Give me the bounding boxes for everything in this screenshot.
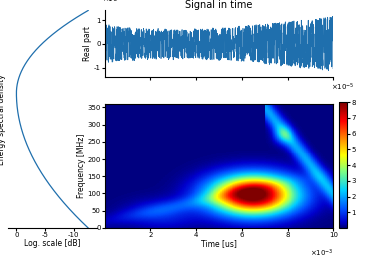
Y-axis label: Real part: Real part bbox=[83, 26, 92, 61]
Text: $\times 10^{-5}$: $\times 10^{-5}$ bbox=[331, 82, 355, 93]
Text: $\times 10^{-3}$: $\times 10^{-3}$ bbox=[103, 0, 126, 5]
Title: Signal in time: Signal in time bbox=[185, 0, 253, 10]
Y-axis label: Energy spectral density: Energy spectral density bbox=[0, 74, 6, 165]
Text: $\times 10^{-3}$: $\times 10^{-3}$ bbox=[310, 248, 333, 259]
X-axis label: Log. scale [dB]: Log. scale [dB] bbox=[24, 239, 80, 248]
X-axis label: Time [us]: Time [us] bbox=[201, 239, 237, 248]
Y-axis label: Frequency [MHz]: Frequency [MHz] bbox=[77, 134, 86, 198]
